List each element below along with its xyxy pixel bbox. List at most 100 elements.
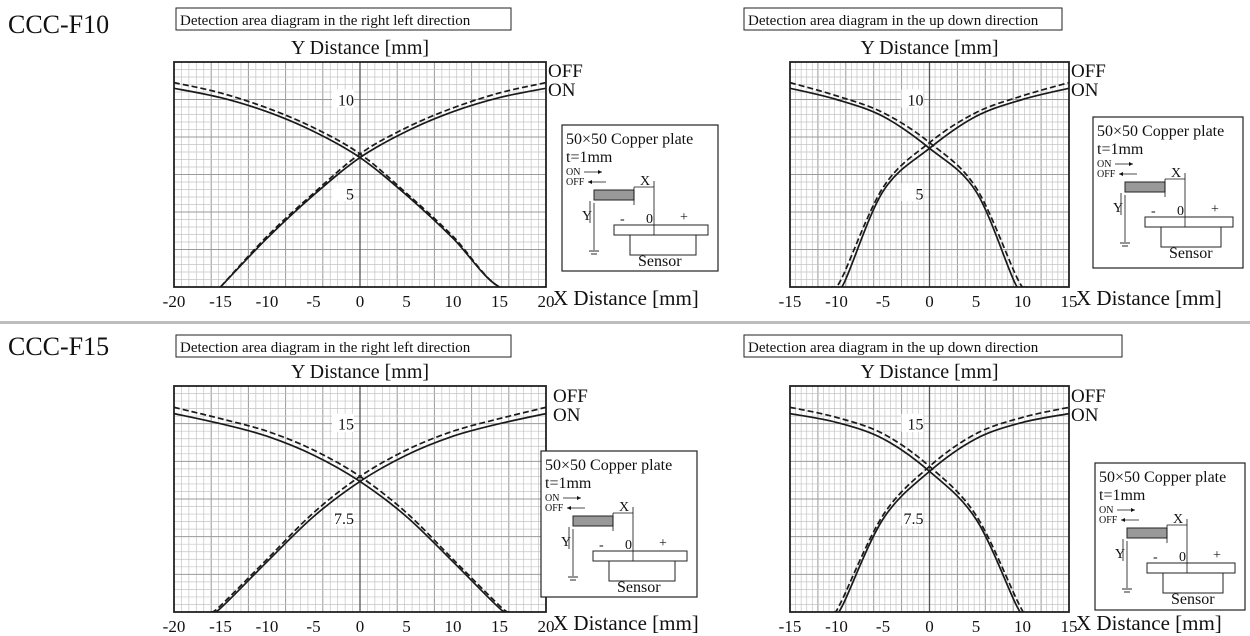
inset-y-label: Y [1113,201,1123,216]
inset-zero-label: 0 [1177,204,1184,219]
chart-title: Detection area diagram in the right left… [180,340,471,356]
y-tick-bg [901,183,924,202]
series-line-off [174,81,546,287]
y-tick-label: 15 [338,417,354,434]
chart-1: Detection area diagram in the right left… [163,7,719,311]
inset-off-label: OFF [1097,169,1116,180]
x-tick-label: -5 [876,617,890,636]
y-tick-bg [901,507,924,526]
chart-4: Detection area diagram in the up down di… [743,334,1246,636]
x-tick-label: 10 [1014,292,1031,311]
chart-3: Detection area diagram in the right left… [163,334,699,636]
series-line-on [174,87,546,287]
on-arrow-head [598,170,602,174]
inset-y-label: Y [561,535,571,550]
y-tick-bg [332,183,354,202]
plot-frame [789,61,1070,288]
sensor-base [1162,572,1224,594]
inset-plus-label: + [680,210,688,225]
inset-title: 50×50 Copper plate [1099,469,1226,486]
inset-thickness: t=1mm [566,149,613,166]
inset-frame [1092,116,1244,269]
x-tick-label: -5 [306,617,320,636]
x-tick-label: 0 [356,617,365,636]
x-axis-label: X Distance [mm] [1076,611,1222,635]
copper-plate [572,515,614,527]
on-arrow-head [1131,508,1135,512]
x-tick-label: -15 [779,292,802,311]
plot-frame [789,385,1070,613]
off-arrow-head [1119,172,1123,176]
y-tick-label: 10 [338,93,354,110]
model-label: CCC-F15 [8,332,110,361]
inset-zero-label: 0 [646,212,653,227]
x-tick-label: 0 [925,617,934,636]
chart-title-box [743,334,1123,358]
x-tick-label: 5 [972,617,981,636]
inset-title: 50×50 Copper plate [1097,123,1224,140]
x-tick-label: 20 [538,617,555,636]
series-line-off [219,81,546,287]
series-line-on [833,87,1069,287]
sensor-body [592,550,688,562]
x-tick-label: 10 [445,617,462,636]
series-line-off [831,81,1069,287]
x-tick-label: -10 [825,617,848,636]
inset-zero-label: 0 [625,538,632,553]
y-tick-label: 5 [346,186,354,203]
copper-plate [593,189,635,201]
inset-x-label: X [1173,512,1183,527]
x-axis-label: X Distance [mm] [553,611,699,635]
x-tick-label: 15 [491,292,508,311]
legend-on-label: ON [553,405,581,426]
sensor-body [1144,216,1234,228]
inset-frame [561,124,719,272]
inset-sensor-label: Sensor [1171,591,1215,608]
inset-off-label: OFF [566,177,585,188]
x-tick-label: -10 [256,617,279,636]
legend-on-label: ON [1071,80,1099,101]
off-arrow-head [1121,518,1125,522]
x-tick-label: 15 [1061,292,1078,311]
x-tick-label: -5 [306,292,320,311]
inset-minus-label: - [620,212,625,227]
series-line-on [219,87,546,287]
inset-zero-label: 0 [1179,550,1186,565]
series-line-off [833,406,1069,612]
x-tick-label: -15 [209,292,232,311]
x-tick-label: 5 [402,617,411,636]
inset-on-label: ON [545,493,559,504]
inset-sensor-label: Sensor [617,579,661,596]
inset-minus-label: - [599,538,604,553]
x-tick-label: -10 [256,292,279,311]
x-tick-label: 5 [402,292,411,311]
sensor-base [608,560,676,582]
inset-frame [1094,462,1246,611]
sensor-body [1146,562,1236,574]
chart-2: Detection area diagram in the up down di… [743,7,1244,311]
off-arrow-head [588,180,592,184]
series-line-off [210,406,546,612]
plot-grid [789,385,1070,613]
chart-title-box [175,7,512,31]
legend-on-label: ON [548,80,576,101]
series-line-on [174,412,510,612]
plot-grid [789,61,1070,288]
inset-x-label: X [1171,166,1181,181]
y-tick-bg [332,89,354,108]
legend-off-label: OFF [1071,61,1106,82]
sensor-body [613,224,709,236]
inset-sensor-label: Sensor [638,253,682,270]
legend-on-label: ON [1071,405,1099,426]
x-axis-label: X Distance [mm] [553,286,699,310]
inset-title: 50×50 Copper plate [566,131,693,148]
x-tick-label: -10 [825,292,848,311]
y-axis-label: Y Distance [mm] [291,37,429,59]
sensor-base [629,234,697,256]
y-tick-bg [901,89,924,108]
copper-plate [1126,527,1168,539]
